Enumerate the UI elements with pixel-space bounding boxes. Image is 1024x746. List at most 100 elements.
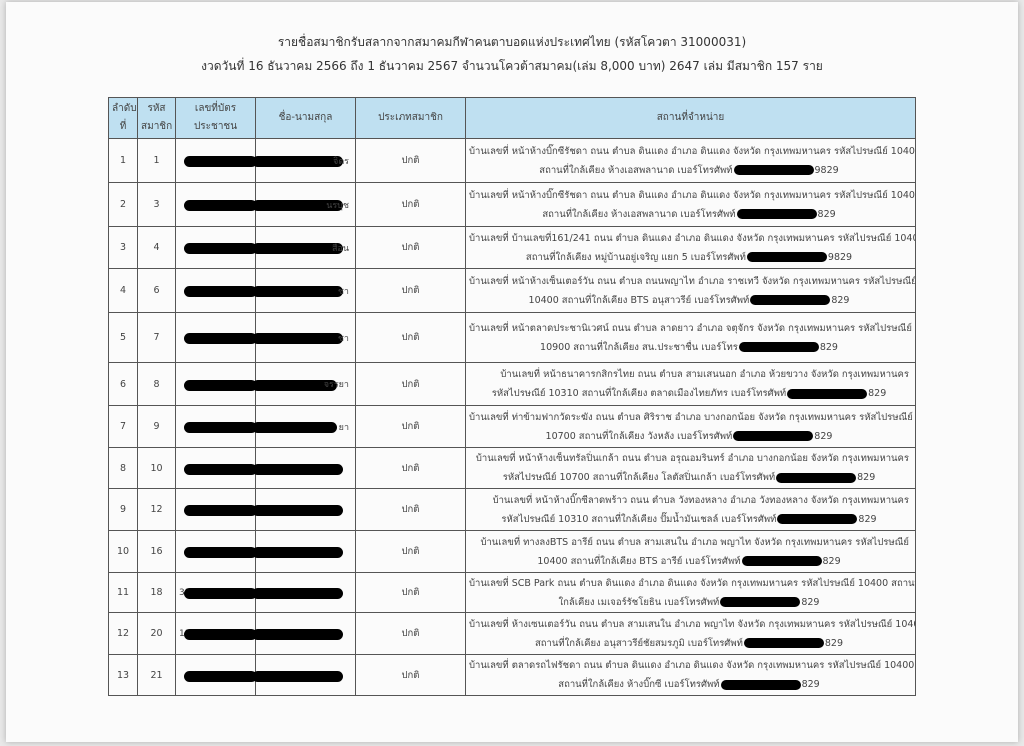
id-card-cell — [175, 226, 257, 269]
address-line-1: บ้านเลขที่ หน้าห้างเซ็นทรัลปิ่นเกล้า ถนน… — [475, 453, 909, 464]
address-line-1: บ้านเลขที่ ทางลงBTS อารีย์ ถนน ตำบล สามเ… — [480, 536, 909, 548]
address-line-2-wrap: 10900 สถานที่ใกล้เคียง สน.ประชาชื่น เบอร… — [469, 338, 909, 357]
address-line-1: บ้านเลขที่ บ้านเลขที่161/241 ถนน ตำบล ดิ… — [469, 232, 916, 244]
member-type: ปกติ — [355, 447, 466, 489]
member-type: ปกติ — [355, 654, 466, 696]
member-type: ปกติ — [355, 268, 466, 313]
row-no: 1 — [108, 138, 138, 183]
redaction-bar — [252, 379, 337, 391]
row-no: 11 — [108, 572, 138, 613]
sales-location: บ้านเลขที่ ทางลงBTS อารีย์ ถนน ตำบล สามเ… — [465, 530, 916, 573]
address-line-2-wrap: สถานที่ใกล้เคียง อนุสาวรีย์ชัยสมรภูมิ เบ… — [469, 634, 909, 653]
redaction-bar — [252, 333, 343, 344]
address-line-2: รหัสไปรษณีย์ 10700 สถานที่ใกล้เคียง โลตั… — [502, 472, 776, 483]
member-type: ปกติ — [355, 612, 466, 655]
name-cell — [252, 612, 356, 655]
id-card-cell — [175, 362, 257, 406]
member-code: 7 — [137, 312, 176, 363]
sales-location: บ้านเลขที่ หน้าห้างเซ็นทรัลปิ่นเกล้า ถนน… — [465, 447, 916, 489]
redaction-bar — [252, 547, 343, 558]
header-no: ลำดับ ที่ — [108, 97, 138, 139]
address-line-2: สถานที่ใกล้เคียง ห้างเอสพลานาด เบอร์โทรศ… — [539, 164, 733, 176]
name-suffix: ยา — [338, 422, 349, 433]
table-row: 7 9 ยา ปกติ บ้านเลขที่ ท่าข้ามฟากวัดระฆั… — [108, 405, 916, 448]
table-header-row: ลำดับ ที่ รหัส สมาชิก เลขที่บัตร ประชาชน… — [108, 97, 916, 139]
member-code: 8 — [137, 362, 176, 406]
name-cell — [252, 530, 356, 573]
address-line-2: สถานที่ใกล้เคียง ห้างเอสพลานาด เบอร์โทรศ… — [542, 208, 736, 220]
phone-tail: 829 — [824, 637, 843, 649]
phone-tail: 829 — [819, 341, 838, 353]
row-no: 4 — [108, 268, 138, 313]
sales-location: บ้านเลขที่ SCB Park ถนน ตำบล ดินแดง อำเภ… — [465, 572, 916, 613]
sales-location: บ้านเลขที่ หน้าธนาคารกสิกรไทย ถนน ตำบล ส… — [465, 362, 916, 406]
address-line-2-wrap: รหัสไปรษณีย์ 10310 สถานที่ใกล้เคียง ตลาด… — [469, 384, 909, 403]
redaction-bar — [733, 165, 814, 175]
member-type: ปกติ — [355, 226, 466, 269]
members-table: ลำดับ ที่ รหัส สมาชิก เลขที่บัตร ประชาชน… — [108, 97, 916, 696]
header-member-type: ประเภทสมาชิก — [355, 97, 466, 139]
member-type: ปกติ — [355, 182, 466, 227]
redaction-bar — [184, 243, 257, 254]
redaction-bar — [777, 514, 858, 524]
member-type: ปกติ — [355, 362, 466, 406]
row-no: 5 — [108, 312, 138, 363]
redaction-bar — [184, 670, 257, 682]
redaction-bar — [252, 670, 343, 682]
redaction-bar — [787, 388, 868, 399]
redaction-bar — [746, 252, 827, 262]
row-no: 7 — [108, 405, 138, 448]
redaction-bar — [252, 629, 343, 640]
sales-location: บ้านเลขที่ หน้าตลาดประชานิเวศน์ ถนน ตำบล… — [465, 312, 916, 363]
redaction-bar — [184, 629, 257, 640]
id-card-cell: 11 — [175, 612, 257, 655]
sales-location: บ้านเลขที่ ห้างเซนเตอร์วัน ถนน ตำบล สามเ… — [465, 612, 916, 655]
table-row: 5 7 ชา ปกติ บ้านเลขที่ หน้าตลาดประชานิเว… — [108, 312, 916, 363]
address-line-2-wrap: 10400 สถานที่ใกล้เคียง BTS อารีย์ เบอร์โ… — [469, 552, 909, 571]
id-card-cell — [175, 654, 257, 696]
phone-tail: 829 — [831, 294, 850, 306]
phone-tail: 9829 — [827, 251, 853, 263]
table-row: 13 21 ปกติ บ้านเลขที่ ตลาดรถไฟรัชดา ถนน … — [108, 654, 916, 696]
redaction-bar — [720, 679, 801, 690]
address-line-2: 10400 สถานที่ใกล้เคียง BTS อนุสาวรีย์ เบ… — [528, 294, 750, 306]
header-name: ชื่อ-นามสกุล — [255, 97, 356, 139]
redaction-bar — [743, 638, 824, 648]
table-row: 11 18 31 ปกติ บ้านเลขที่ SCB Park ถนน ตำ… — [108, 572, 916, 613]
redaction-bar — [733, 431, 814, 441]
row-no: 12 — [108, 612, 138, 655]
name-cell: ชา — [252, 268, 356, 313]
address-line-2: 10900 สถานที่ใกล้เคียง สน.ประชาชื่น เบอร… — [540, 341, 738, 353]
redaction-bar — [184, 379, 257, 391]
redaction-bar — [741, 556, 822, 566]
name-cell — [252, 488, 356, 531]
redaction-bar — [184, 333, 257, 344]
redaction-bar — [184, 422, 257, 433]
name-suffix: นรบุช — [326, 200, 349, 211]
id-card-cell — [175, 312, 257, 363]
address-line-2-wrap: รหัสไปรษณีย์ 10310 สถานที่ใกล้เคียง ปั๊ม… — [469, 510, 909, 529]
address-line-1: บ้านเลขที่ ตลาดรถไฟรัชดา ถนน ตำบล ดินแดง… — [469, 660, 915, 671]
id-card-cell — [175, 405, 257, 448]
address-line-1: บ้านเลขที่ ท่าข้ามฟากวัดระฆัง ถนน ตำบล ศ… — [469, 411, 913, 423]
address-line-2-wrap: สถานที่ใกล้เคียง ห้างบิ๊กซี เบอร์โทรศัพท… — [469, 675, 909, 694]
name-suffix: สือน — [331, 243, 349, 254]
redaction-bar — [184, 588, 257, 599]
redaction-bar — [252, 243, 343, 254]
name-cell — [252, 572, 356, 613]
sales-location: บ้านเลขที่ ท่าข้ามฟากวัดระฆัง ถนน ตำบล ศ… — [465, 405, 916, 448]
address-line-1: บ้านเลขที่ SCB Park ถนน ตำบล ดินแดง อำเภ… — [469, 577, 916, 589]
address-line-2: 10400 สถานที่ใกล้เคียง BTS อารีย์ เบอร์โ… — [537, 555, 741, 567]
row-no: 8 — [108, 447, 138, 489]
member-code: 10 — [137, 447, 176, 489]
row-no: 10 — [108, 530, 138, 573]
sales-location: บ้านเลขที่ หน้าห้างเซ็นเตอร์วัน ถนน ตำบล… — [465, 268, 916, 313]
member-type: ปกติ — [355, 138, 466, 183]
redaction-bar — [738, 342, 819, 352]
table-row: 9 12 ปกติ บ้านเลขที่ หน้าห้างบิ๊กซีลาดพร… — [108, 488, 916, 531]
table-row: 6 8 จรรยา ปกติ บ้านเลขที่ หน้าธนาคารกสิก… — [108, 362, 916, 406]
phone-tail: 829 — [814, 430, 833, 442]
redaction-bar — [252, 422, 337, 433]
redaction-bar — [252, 200, 343, 211]
redaction-bar — [252, 588, 343, 599]
